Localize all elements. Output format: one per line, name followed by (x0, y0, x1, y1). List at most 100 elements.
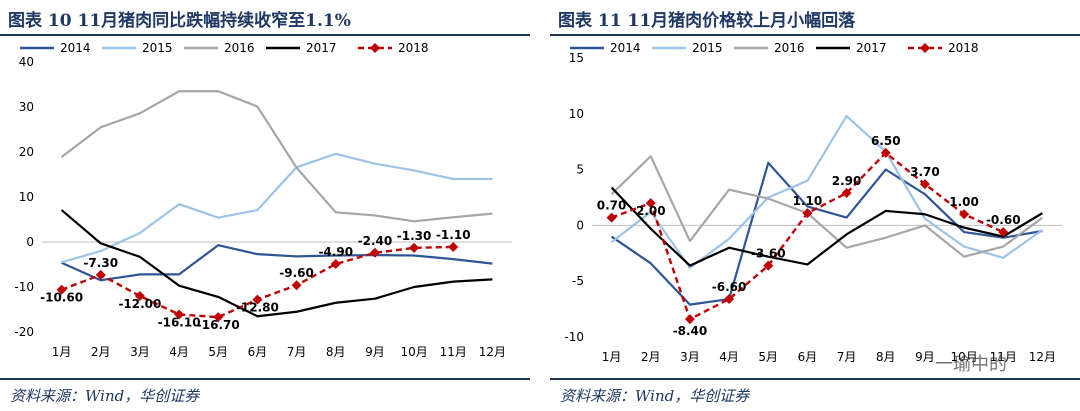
x-tick-label: 2月 (641, 350, 661, 364)
series-line-2018 (611, 151, 1004, 321)
y-tick-label: 30 (19, 100, 34, 114)
data-point-2018 (213, 312, 224, 323)
y-tick-label: -10 (564, 330, 584, 344)
data-label-2018: 1.00 (949, 195, 979, 209)
data-point-2018 (802, 208, 813, 219)
x-tick-label: 8月 (326, 345, 346, 359)
data-point-2018 (174, 309, 185, 320)
data-point-2018 (330, 259, 341, 270)
x-tick-label: 8月 (876, 350, 896, 364)
x-tick-label: 12月 (1029, 350, 1056, 364)
data-label-2018: -7.30 (83, 256, 118, 270)
x-tick-label: 2月 (91, 345, 111, 359)
x-tick-label: 1月 (52, 345, 72, 359)
source-note-left: 资料来源：Wind，华创证券 (10, 387, 200, 405)
source-rule-left (0, 378, 530, 380)
data-label-2018: -6.60 (712, 280, 747, 294)
data-point-2018 (998, 227, 1009, 238)
x-tick-label: 4月 (719, 350, 739, 364)
data-label-2018: -0.60 (986, 213, 1021, 227)
data-label-2018: 0.70 (597, 199, 627, 213)
data-point-2018 (880, 147, 891, 158)
title-rule-right (550, 34, 1080, 36)
legend-label-2014: 2014 (60, 41, 91, 55)
data-label-2018: -12.00 (118, 297, 161, 311)
series-line-2017 (610, 186, 1043, 267)
x-tick-label: 1月 (602, 350, 622, 364)
data-point-2018 (95, 269, 106, 280)
data-label-2018: -1.30 (397, 229, 432, 243)
data-point-2018 (684, 314, 695, 325)
x-tick-label: 11月 (990, 350, 1017, 364)
legend-label-2015: 2015 (692, 41, 723, 55)
data-point-2018 (252, 294, 263, 305)
y-tick-label: -5 (572, 274, 584, 288)
data-label-2018: 3.70 (910, 165, 940, 179)
x-tick-label: 7月 (837, 350, 857, 364)
title-rule-left (0, 34, 530, 36)
x-tick-label: 9月 (365, 345, 385, 359)
data-point-2018 (645, 198, 656, 209)
data-label-2018: -10.60 (40, 291, 83, 305)
series-line-2015 (61, 152, 493, 264)
legend-label-2016: 2016 (224, 41, 255, 55)
y-tick-label: 15 (569, 51, 584, 65)
x-tick-label: 10月 (950, 350, 977, 364)
x-tick-label: 5月 (758, 350, 778, 364)
x-tick-label: 12月 (479, 345, 506, 359)
legend-marker-2018 (920, 43, 930, 53)
legend-label-2016: 2016 (774, 41, 805, 55)
watermark-text: 一瑜中的 (935, 354, 1007, 375)
x-tick-label: 3月 (130, 345, 150, 359)
data-point-2018 (409, 242, 420, 253)
data-label-2018: -16.10 (158, 315, 201, 329)
data-label-2018: -9.60 (279, 266, 314, 280)
data-point-2018 (56, 284, 67, 295)
x-tick-label: 3月 (680, 350, 700, 364)
y-tick-label: 10 (19, 190, 34, 204)
chart-panel-right: 图表 11 11月猪肉价格较上月小幅回落 15 10 5 0 -5 -10 1月 2月 3月 4月… (550, 0, 1080, 411)
data-label-2018: -16.70 (197, 318, 240, 332)
legend-label-2018: 2018 (948, 41, 979, 55)
x-tick-label: 7月 (287, 345, 307, 359)
x-tick-label: 9月 (915, 350, 935, 364)
y-tick-label: 0 (576, 218, 584, 232)
data-label-2018: -4.90 (318, 245, 353, 259)
series-line-2015 (610, 114, 1044, 269)
y-tick-label: -20 (14, 325, 34, 339)
y-tick-label: 0 (26, 235, 34, 249)
chart-title-left: 图表 10 11月猪肉同比跌幅持续收窄至1.1% (8, 11, 351, 31)
series-line-2016 (60, 90, 493, 223)
data-point-2018 (841, 188, 852, 199)
data-point-2018 (959, 209, 970, 220)
legend-label-2017: 2017 (856, 41, 887, 55)
chart-panel-left: 图表 10 11月猪肉同比跌幅持续收窄至1.1% 40 30 20 10 0 -10 -20… (0, 0, 530, 411)
data-label-2018: -3.60 (751, 247, 786, 261)
x-tick-label: 5月 (208, 345, 228, 359)
data-label-2018: 1.10 (793, 194, 823, 208)
legend-label-2018: 2018 (398, 41, 429, 55)
legend-label-2015: 2015 (142, 41, 173, 55)
series-line-2014 (610, 161, 1043, 306)
data-label-2018: -12.80 (236, 301, 279, 315)
line-chart-mom: 15 10 5 0 -5 -10 1月 2月 3月 4月 5月 6月 7月 8月 9月 10月 11月 12月 0.… (564, 41, 1062, 364)
y-tick-label: 40 (19, 55, 34, 69)
chart-title-right: 图表 11 11月猪肉价格较上月小幅回落 (558, 11, 856, 31)
data-label-2018: -8.40 (673, 324, 708, 338)
data-label-2018: 2.90 (832, 174, 862, 188)
data-point-2018 (291, 280, 302, 291)
x-tick-label: 10月 (400, 345, 427, 359)
y-tick-label: 5 (576, 163, 584, 177)
series-line-2016 (610, 155, 1044, 258)
y-tick-label: 20 (19, 145, 34, 159)
data-point-2018 (606, 212, 617, 223)
data-point-2018 (134, 291, 145, 301)
series-line-2014 (61, 244, 493, 282)
legend-label-2014: 2014 (610, 41, 641, 55)
data-point-2018 (763, 260, 774, 271)
data-label-2018: -1.10 (436, 228, 471, 242)
x-tick-label: 4月 (169, 345, 189, 359)
source-note-right: 资料来源：Wind，华创证券 (560, 387, 750, 405)
legend-marker-2018 (370, 43, 380, 53)
y-tick-label: -10 (14, 280, 34, 294)
